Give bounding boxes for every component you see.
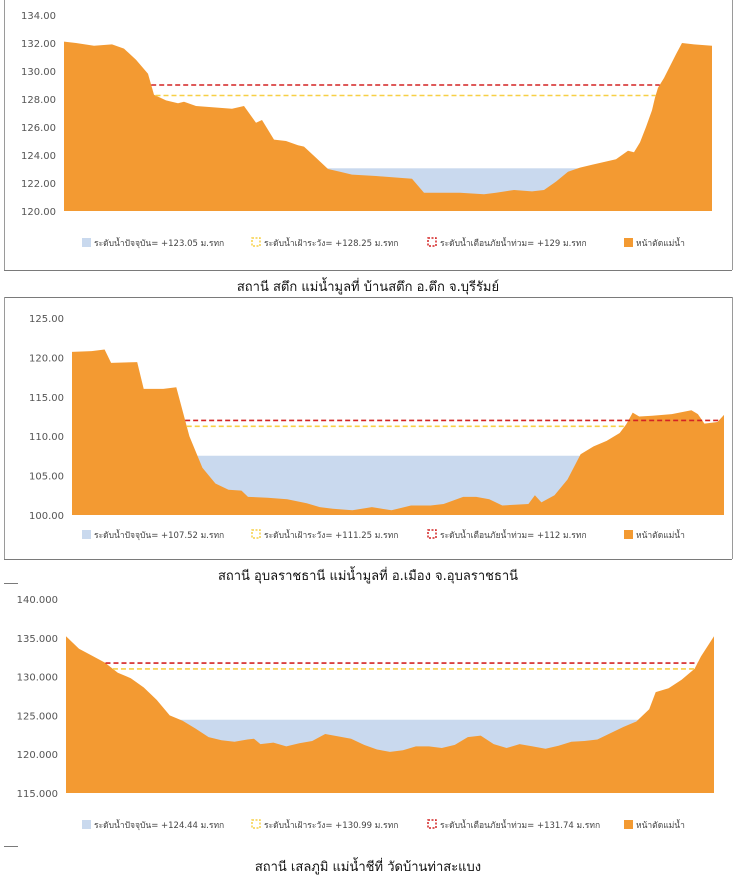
y-tick-label: 105.00: [29, 472, 64, 483]
y-tick-label: 124.00: [21, 151, 56, 162]
legend-swatch-danger: [427, 237, 437, 247]
y-tick-label: 120.00: [29, 353, 64, 364]
legend-swatch-terrain: [624, 820, 633, 829]
y-tick-label: 128.00: [21, 95, 56, 106]
chart-ubon: 125.00 120.00 115.00 110.00 105.00 100.00 ระดั…: [29, 314, 724, 541]
y-tick-label: 132.00: [21, 39, 56, 50]
caption-selaphum: สถานี เสลภูมิ แม่น้ำชีที่ วัดบ้านท่าสะแบ…: [254, 860, 482, 875]
legend-swatch-water: [82, 530, 91, 539]
divider: [4, 559, 732, 560]
caption-satuek: สถานี สตึก แม่น้ำมูลที่ บ้านสตึก อ.ตึก จ…: [236, 280, 500, 295]
y-tick-label: 125.00: [29, 314, 64, 325]
caption-ubon: สถานี อุบลราชธานี แม่น้ำมูลที่ อ.เมือง จ…: [217, 569, 519, 584]
legend-swatch-terrain: [624, 238, 633, 247]
y-tick-label: 115.000: [17, 789, 58, 800]
legend-swatch-water: [82, 238, 91, 247]
y-tick-label: 130.000: [17, 673, 58, 684]
legend-label-terrain: หน้าตัดแม่น้ำ: [636, 529, 685, 541]
chart-selaphum: 140.000 135.000 130.000 125.000 120.000 115.0…: [17, 595, 714, 831]
y-tick-label: 120.000: [17, 750, 58, 761]
chart-panel-1: [4, 0, 733, 270]
legend-label-warning: ระดับน้ำเฝ้าระวัง= +128.25 ม.รทก: [264, 237, 398, 249]
legend-label-warning: ระดับน้ำเฝ้าระวัง= +111.25 ม.รทก: [264, 529, 398, 541]
legend-swatch-terrain: [624, 530, 633, 539]
y-tick-label: 110.00: [29, 432, 64, 443]
legend-label-water: ระดับน้ำปัจจุบัน= +124.44 ม.รทก: [94, 819, 224, 831]
y-tick-label: 120.00: [21, 207, 56, 218]
y-tick-label: 130.00: [21, 67, 56, 78]
legend-swatch-danger: [427, 529, 437, 539]
legend-label-terrain: หน้าตัดแม่น้ำ: [636, 819, 685, 831]
legend-label-danger: ระดับน้ำเตือนภัยน้ำท่วม= +131.74 ม.รทก: [440, 819, 600, 831]
river-cross-section: [72, 349, 724, 515]
y-tick-label: 100.00: [29, 511, 64, 522]
legend-label-water: ระดับน้ำปัจจุบัน= +123.05 ม.รทก: [94, 237, 224, 249]
legend-swatch-warning: [251, 529, 261, 539]
legend-label-water: ระดับน้ำปัจจุบัน= +107.52 ม.รทก: [94, 529, 224, 541]
divider-short: [4, 846, 18, 847]
divider-short: [4, 583, 18, 584]
river-cross-section: [66, 636, 714, 793]
legend-swatch-warning: [251, 819, 261, 829]
y-tick-label: 126.00: [21, 123, 56, 134]
divider: [4, 270, 732, 271]
legend-label-terrain: หน้าตัดแม่น้ำ: [636, 237, 685, 249]
divider: [4, 297, 732, 298]
y-tick-label: 122.00: [21, 179, 56, 190]
legend-swatch-warning: [251, 237, 261, 247]
legend-label-warning: ระดับน้ำเฝ้าระวัง= +130.99 ม.รทก: [264, 819, 398, 831]
y-tick-label: 125.000: [17, 711, 58, 722]
chart-satuek: 134.00 132.00 130.00 128.00 126.00 124.00 122.…: [21, 11, 712, 249]
legend-swatch-water: [82, 820, 91, 829]
y-tick-label: 140.000: [17, 595, 58, 606]
legend-swatch-danger: [427, 819, 437, 829]
y-tick-label: 115.00: [29, 393, 64, 404]
chart-panel-2: [4, 297, 733, 559]
legend-label-danger: ระดับน้ำเตือนภัยน้ำท่วม= +129 ม.รทก: [440, 237, 587, 249]
legend-label-danger: ระดับน้ำเตือนภัยน้ำท่วม= +112 ม.รทก: [440, 529, 587, 541]
y-tick-label: 135.000: [17, 634, 58, 645]
y-tick-label: 134.00: [21, 11, 56, 22]
river-cross-section: [64, 41, 712, 211]
